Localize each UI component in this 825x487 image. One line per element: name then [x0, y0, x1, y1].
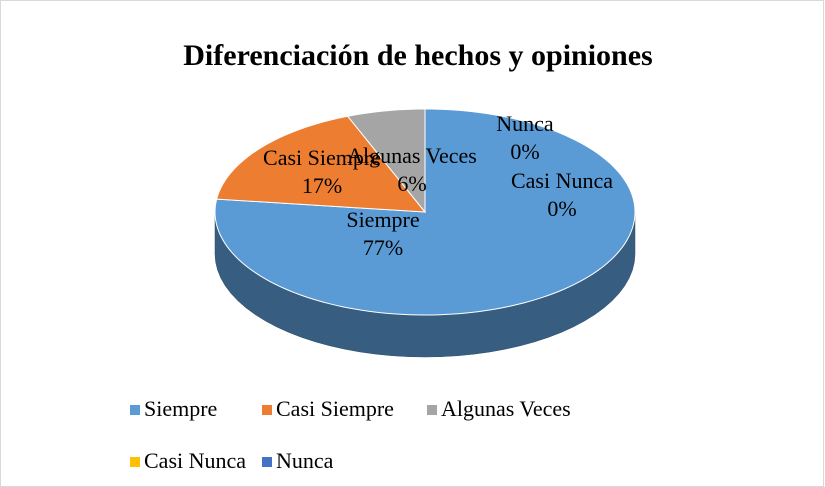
data-label-category: Casi Siempre: [263, 145, 381, 170]
slice: [216, 115, 427, 213]
data-label-value: 0%: [510, 139, 539, 164]
legend-label: Siempre: [144, 396, 217, 421]
data-label-value: 17%: [302, 173, 342, 198]
data-label-category: Casi Nunca: [511, 168, 613, 193]
data-label-value: 77%: [363, 235, 403, 260]
legend-label: Casi Siempre: [276, 396, 394, 421]
legend-label: Algunas Veces: [441, 396, 571, 421]
chart-title: Diferenciación de hechos y opiniones: [183, 39, 652, 72]
legend-swatch: [427, 405, 437, 415]
data-label-value: 0%: [547, 196, 576, 221]
slice: [214, 108, 636, 316]
data-label-category: Siempre: [346, 207, 419, 232]
legend-swatch: [130, 457, 140, 467]
data-label-category: Nunca: [496, 111, 554, 136]
data-label-value: 6%: [397, 171, 426, 196]
legend-label: Casi Nunca: [144, 448, 246, 473]
legend-swatch: [262, 457, 272, 467]
legend-label: Nunca: [276, 448, 334, 473]
legend-swatch: [262, 405, 272, 415]
data-label-category: Algunas Veces: [347, 143, 477, 168]
slice: [346, 108, 426, 214]
legend-swatch: [130, 405, 140, 415]
